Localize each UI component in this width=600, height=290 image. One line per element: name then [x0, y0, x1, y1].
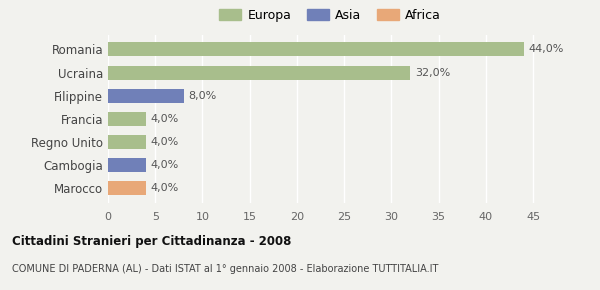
Text: 4,0%: 4,0%	[151, 160, 179, 170]
Bar	[108, 135, 146, 149]
Bar	[108, 158, 146, 172]
Text: 4,0%: 4,0%	[151, 114, 179, 124]
Text: 4,0%: 4,0%	[151, 137, 179, 147]
Legend: Europa, Asia, Africa: Europa, Asia, Africa	[219, 9, 441, 22]
Text: 44,0%: 44,0%	[529, 44, 564, 55]
Text: COMUNE DI PADERNA (AL) - Dati ISTAT al 1° gennaio 2008 - Elaborazione TUTTITALIA: COMUNE DI PADERNA (AL) - Dati ISTAT al 1…	[12, 264, 439, 274]
Bar	[108, 42, 524, 56]
Text: Cittadini Stranieri per Cittadinanza - 2008: Cittadini Stranieri per Cittadinanza - 2…	[12, 235, 292, 248]
Bar	[108, 66, 410, 79]
Bar	[108, 112, 146, 126]
Text: 8,0%: 8,0%	[188, 91, 217, 101]
Text: 32,0%: 32,0%	[415, 68, 450, 77]
Text: 4,0%: 4,0%	[151, 183, 179, 193]
Bar	[108, 182, 146, 195]
Bar	[108, 89, 184, 103]
